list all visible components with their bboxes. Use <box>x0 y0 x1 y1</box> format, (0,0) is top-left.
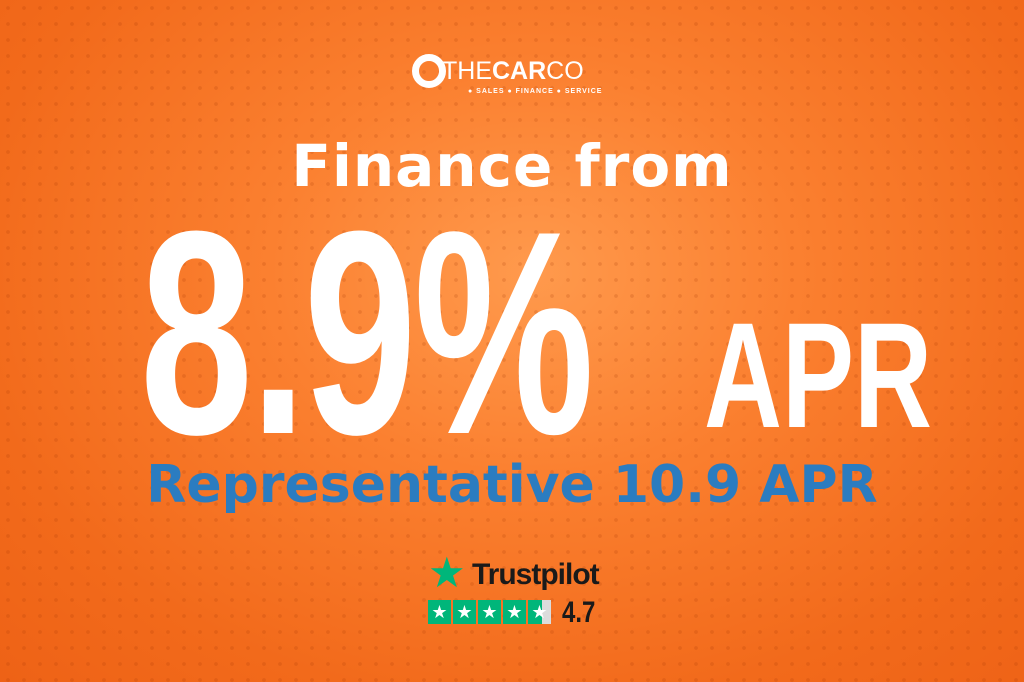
trustpilot-label: Trustpilot <box>472 558 600 591</box>
rating-stars: ★ ★ ★ ★ ★ <box>428 600 551 624</box>
trustpilot-score: 4.7 <box>562 596 596 629</box>
logo-co: CO <box>546 57 584 85</box>
logo-tagline: ● SALES ● FINANCE ● SERVICE <box>468 88 603 95</box>
trustpilot-star-icon: ★ <box>428 549 466 596</box>
partial-star-icon: ★ <box>528 600 551 624</box>
logo-the: THE <box>442 57 492 85</box>
logo-wordmark: THECARCO <box>442 56 584 86</box>
representative-apr: Representative 10.9 APR <box>146 455 878 515</box>
thecarco-logo: THECARCO ● SALES ● FINANCE ● SERVICE <box>412 52 622 102</box>
headline: Finance from <box>291 132 733 200</box>
logo-ring-icon <box>412 54 446 88</box>
rate-suffix: APR <box>704 291 933 459</box>
star-icon: ★ <box>503 600 526 624</box>
star-icon: ★ <box>478 600 501 624</box>
logo-car: CAR <box>492 57 547 85</box>
star-icon: ★ <box>428 600 451 624</box>
star-icon: ★ <box>453 600 476 624</box>
rate-value: 8.9% <box>140 171 594 495</box>
